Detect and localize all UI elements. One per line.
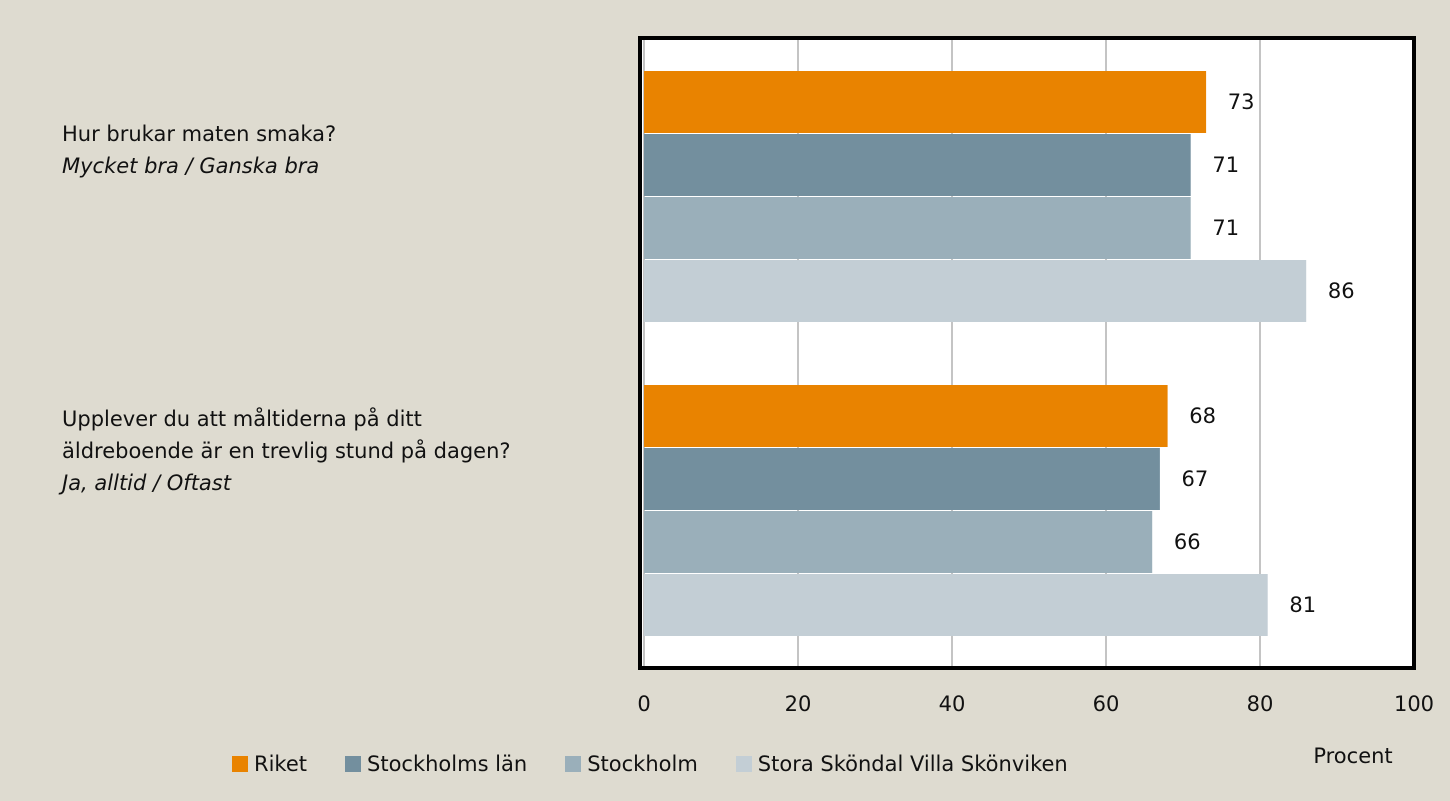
value-label: 66 <box>1174 530 1201 554</box>
value-label: 71 <box>1212 216 1239 240</box>
category-label: Hur brukar maten smaka? Mycket bra / Gans… <box>62 118 542 182</box>
legend-label: Stockholms län <box>367 752 528 776</box>
bar <box>644 385 1168 447</box>
legend: Riket Stockholms län Stockholm Stora Skönda… <box>232 752 1068 776</box>
bar <box>644 260 1307 322</box>
legend-entry: Stora Sköndal Villa Skönviken <box>735 752 1068 776</box>
bars: 73 68 71 67 71 66 86 81 <box>644 71 1355 636</box>
legend-entry: Stockholms län <box>345 752 527 776</box>
legend-label: Stockholm <box>587 752 698 776</box>
bar <box>644 448 1160 510</box>
legend-entry: Stockholm <box>565 752 698 776</box>
legend-swatch <box>232 756 248 772</box>
legend-swatch <box>345 756 361 772</box>
legend-label: Riket <box>254 752 307 776</box>
x-tick-label: 0 <box>637 692 650 716</box>
x-tick-label: 100 <box>1394 692 1434 716</box>
value-label: 86 <box>1328 279 1355 303</box>
value-label: 73 <box>1228 90 1255 114</box>
value-label: 67 <box>1182 467 1209 491</box>
category-answer: Ja, alltid / Oftast <box>62 471 231 495</box>
bar <box>644 511 1153 573</box>
x-tick-label: 60 <box>1093 692 1120 716</box>
category-answer: Mycket bra / Ganska bra <box>62 154 320 178</box>
plot-border <box>638 36 1416 670</box>
bar <box>644 71 1207 133</box>
category-question: Upplever du att måltiderna på ditt äldre… <box>62 407 511 463</box>
category-label: Upplever du att måltiderna på ditt äldre… <box>62 403 542 499</box>
value-label: 71 <box>1212 153 1239 177</box>
value-label: 81 <box>1289 593 1316 617</box>
legend-swatch <box>735 756 752 772</box>
x-tick-label: 20 <box>785 692 812 716</box>
bar <box>644 574 1268 636</box>
legend-entry: Riket <box>232 752 307 776</box>
x-tick-label: 40 <box>939 692 966 716</box>
category-question: Hur brukar maten smaka? <box>62 122 337 146</box>
legend-label: Stora Sköndal Villa Skönviken <box>757 752 1068 776</box>
bar <box>644 134 1191 196</box>
x-tick-label: 80 <box>1247 692 1274 716</box>
value-label: 68 <box>1189 404 1216 428</box>
x-axis-label: Procent <box>1313 744 1392 768</box>
bar <box>644 197 1191 259</box>
legend-swatch <box>565 756 582 772</box>
